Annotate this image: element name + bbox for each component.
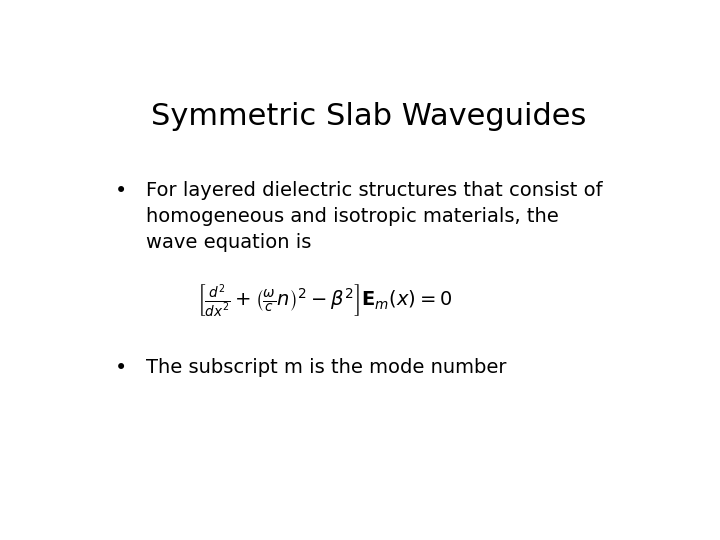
Text: Symmetric Slab Waveguides: Symmetric Slab Waveguides bbox=[151, 102, 587, 131]
Text: The subscript m is the mode number: The subscript m is the mode number bbox=[145, 358, 506, 377]
Text: wave equation is: wave equation is bbox=[145, 233, 311, 252]
Text: •: • bbox=[115, 181, 127, 201]
Text: $\left[\frac{d^2}{dx^2} + \left(\frac{\omega}{c}n\right)^2 - \beta^2\right] \mat: $\left[\frac{d^2}{dx^2} + \left(\frac{\o… bbox=[197, 282, 452, 318]
Text: homogeneous and isotropic materials, the: homogeneous and isotropic materials, the bbox=[145, 207, 559, 226]
Text: •: • bbox=[115, 358, 127, 378]
Text: For layered dielectric structures that consist of: For layered dielectric structures that c… bbox=[145, 181, 603, 200]
